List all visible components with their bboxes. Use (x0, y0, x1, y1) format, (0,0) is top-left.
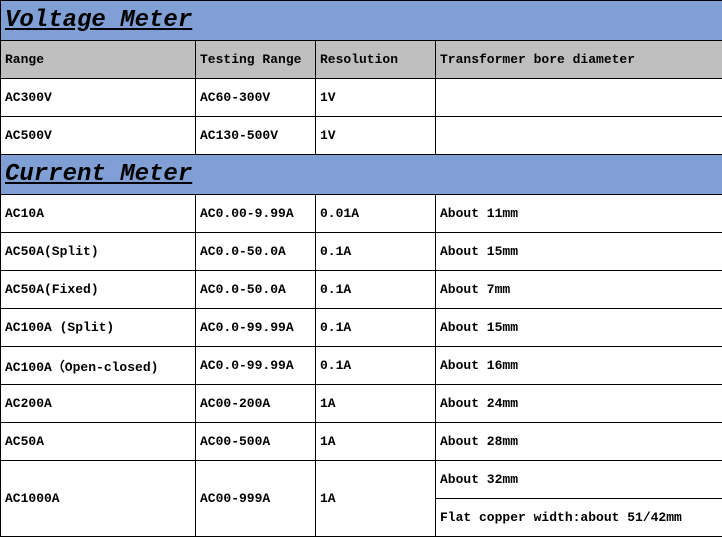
range-cell: AC50A(Split) (1, 233, 196, 271)
resolution-cell: 0.1A (316, 309, 436, 347)
current-data-row: AC100A (Split)AC0.0-99.99A0.1AAbout 15mm (1, 309, 722, 347)
bore-cell: About 28mm (436, 423, 722, 461)
range-cell: AC200A (1, 385, 196, 423)
resolution-cell: 1A (316, 461, 436, 537)
column-header: Transformer bore diameter (436, 41, 722, 79)
bore-cell: About 15mm (436, 233, 722, 271)
current-data-row: AC50A(Fixed)AC0.0-50.0A0.1AAbout 7mm (1, 271, 722, 309)
current-data-row: AC50AAC00-500A1AAbout 28mm (1, 423, 722, 461)
testing-range-cell: AC00-500A (196, 423, 316, 461)
current-section-title: Current Meter (1, 155, 722, 195)
current-final-row-1: AC1000AAC00-999A1AAbout 32mm (1, 461, 722, 499)
resolution-cell: 0.1A (316, 233, 436, 271)
bore-cell: Flat copper width:about 51/42mm (436, 499, 722, 537)
resolution-cell: 1V (316, 79, 436, 117)
testing-range-cell: AC130-500V (196, 117, 316, 155)
range-cell: AC300V (1, 79, 196, 117)
bore-cell (436, 117, 722, 155)
bore-cell: About 24mm (436, 385, 722, 423)
testing-range-cell: AC0.0-50.0A (196, 233, 316, 271)
bore-cell: About 32mm (436, 461, 722, 499)
bore-cell (436, 79, 722, 117)
current-data-row: AC100A（Open-closed)AC0.0-99.99A0.1AAbout… (1, 347, 722, 385)
meter-spec-table: Voltage MeterRangeTesting RangeResolutio… (0, 0, 722, 537)
testing-range-cell: AC0.0-50.0A (196, 271, 316, 309)
current-data-row: AC50A(Split)AC0.0-50.0A0.1AAbout 15mm (1, 233, 722, 271)
range-cell: AC100A（Open-closed) (1, 347, 196, 385)
resolution-cell: 0.1A (316, 347, 436, 385)
bore-cell: About 7mm (436, 271, 722, 309)
voltage-section-title: Voltage Meter (1, 1, 722, 41)
resolution-cell: 1A (316, 385, 436, 423)
bore-cell: About 15mm (436, 309, 722, 347)
voltage-section-header-row: Voltage Meter (1, 1, 722, 41)
current-section-header-row: Current Meter (1, 155, 722, 195)
range-cell: AC100A (Split) (1, 309, 196, 347)
bore-cell: About 11mm (436, 195, 722, 233)
resolution-cell: 1A (316, 423, 436, 461)
range-cell: AC10A (1, 195, 196, 233)
bore-cell: About 16mm (436, 347, 722, 385)
voltage-data-row: AC500VAC130-500V1V (1, 117, 722, 155)
resolution-cell: 0.01A (316, 195, 436, 233)
testing-range-cell: AC00-200A (196, 385, 316, 423)
voltage-data-row: AC300VAC60-300V1V (1, 79, 722, 117)
testing-range-cell: AC0.00-9.99A (196, 195, 316, 233)
column-header: Range (1, 41, 196, 79)
range-cell: AC50A(Fixed) (1, 271, 196, 309)
testing-range-cell: AC0.0-99.99A (196, 347, 316, 385)
testing-range-cell: AC60-300V (196, 79, 316, 117)
current-data-row: AC200AAC00-200A1AAbout 24mm (1, 385, 722, 423)
resolution-cell: 0.1A (316, 271, 436, 309)
column-header: Resolution (316, 41, 436, 79)
testing-range-cell: AC00-999A (196, 461, 316, 537)
current-data-row: AC10AAC0.00-9.99A0.01AAbout 11mm (1, 195, 722, 233)
resolution-cell: 1V (316, 117, 436, 155)
column-header-row: RangeTesting RangeResolutionTransformer … (1, 41, 722, 79)
testing-range-cell: AC0.0-99.99A (196, 309, 316, 347)
range-cell: AC50A (1, 423, 196, 461)
range-cell: AC1000A (1, 461, 196, 537)
range-cell: AC500V (1, 117, 196, 155)
column-header: Testing Range (196, 41, 316, 79)
